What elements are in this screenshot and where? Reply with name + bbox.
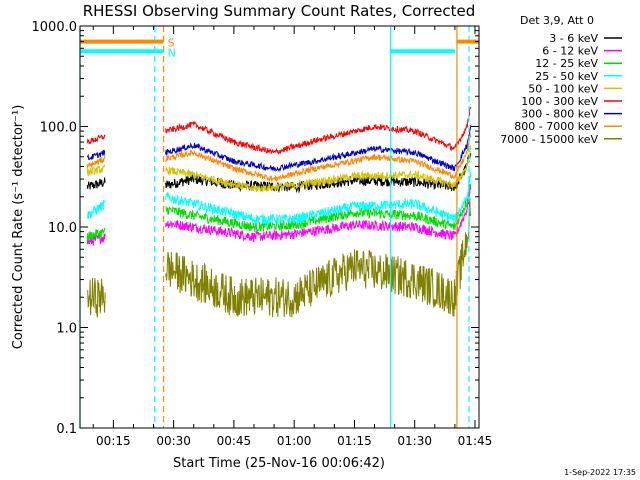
x-tick-label: 01:00 (277, 434, 312, 448)
series-7 (86, 125, 472, 173)
legend-item: 100 - 300 keV (521, 95, 622, 108)
axes: 00:15 00:30 00:45 01:00 01:15 01:30 01:45 0.1 1.… (32, 20, 493, 448)
series-line (86, 164, 106, 177)
series-line (86, 134, 106, 144)
series-6 (86, 106, 472, 155)
legend-item: 12 - 25 keV (535, 57, 622, 70)
y-axis-label: Corrected Count Rate (s⁻¹ detector⁻¹) (11, 105, 26, 350)
legend-label: 12 - 25 keV (535, 57, 598, 70)
series-line (165, 145, 472, 193)
series-8 (86, 133, 472, 183)
y-tick-label: 100.0 (40, 121, 77, 136)
series-line (165, 106, 472, 155)
legend-label: 800 - 7000 keV (514, 120, 598, 133)
series-line (87, 277, 106, 318)
legend-item: 6 - 12 keV (542, 45, 622, 58)
series-line (165, 183, 472, 234)
series-line (165, 171, 472, 226)
series-line (86, 177, 106, 190)
legend-label: 6 - 12 keV (542, 45, 598, 58)
legend-label: 50 - 100 keV (528, 82, 598, 95)
series-line (165, 125, 472, 173)
series-line (86, 155, 106, 170)
series-9 (87, 198, 472, 318)
x-tick-label: 00:45 (217, 434, 252, 448)
legend-label: 25 - 50 keV (535, 70, 598, 83)
y-tick-label: 1000.0 (32, 20, 78, 35)
x-tick-label: 01:15 (337, 434, 372, 448)
series-line (86, 200, 106, 219)
chart-title: RHESSI Observing Summary Count Rates, Co… (83, 2, 476, 20)
series-line (86, 149, 106, 161)
legend-header: Det 3,9, Att 0 (520, 14, 594, 27)
series-line (86, 227, 106, 241)
y-tick-label: 1.0 (56, 322, 77, 337)
series-3 (86, 183, 472, 241)
series-4 (86, 171, 472, 226)
legend-item: 7000 - 15000 keV (500, 133, 622, 146)
legend-label: 100 - 300 keV (521, 95, 598, 108)
y-tick-label: 0.1 (56, 422, 77, 437)
series-lines (86, 106, 472, 318)
legend-item: 3 - 6 keV (549, 32, 622, 45)
legend-item: 800 - 7000 keV (514, 120, 622, 133)
x-axis-label: Start Time (25-Nov-16 00:06:42) (173, 456, 385, 471)
legend-item: 25 - 50 keV (535, 70, 622, 83)
series-line (165, 133, 472, 183)
x-tick-label: 01:30 (397, 434, 432, 448)
flag-label: N (168, 46, 176, 59)
flag-label: S (168, 37, 175, 50)
x-tick-label: 00:15 (96, 434, 131, 448)
series-line (165, 198, 472, 318)
legend-label: 300 - 800 keV (521, 108, 598, 121)
series-line (165, 185, 472, 243)
series-5 (86, 145, 472, 193)
y-tick-label: 10.0 (48, 221, 77, 236)
legend-item: 50 - 100 keV (528, 82, 622, 95)
legend-label: 7000 - 15000 keV (500, 133, 598, 146)
x-tick-label: 01:45 (458, 434, 493, 448)
legend-label: 3 - 6 keV (549, 32, 598, 45)
legend-item: 300 - 800 keV (521, 108, 622, 121)
x-tick-label: 00:30 (156, 434, 191, 448)
footer-stamp: 1-Sep-2022 17:35 (564, 468, 636, 477)
